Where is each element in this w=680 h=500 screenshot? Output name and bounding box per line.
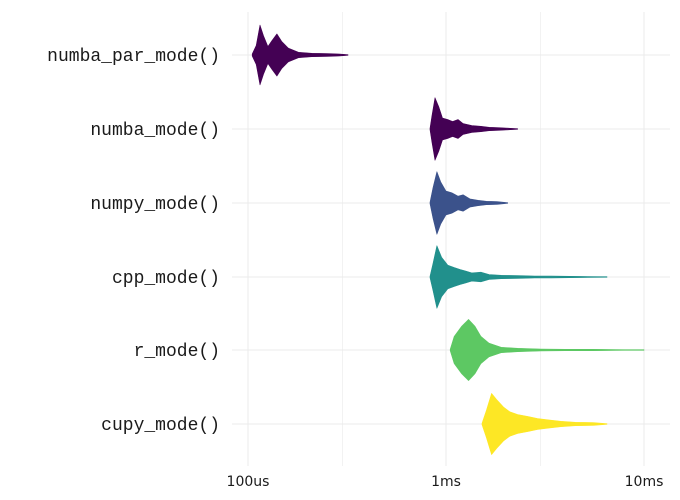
violin-numba-par-mode <box>251 24 349 86</box>
violin-numba-mode <box>429 97 518 161</box>
category-label: numba_mode() <box>90 121 220 141</box>
violin-r-mode <box>449 319 645 381</box>
category-label: numpy_mode() <box>90 195 220 215</box>
category-labels: numba_par_mode() numba_mode() numpy_mode()… <box>47 47 220 436</box>
category-label: numba_par_mode() <box>47 47 220 67</box>
violin-numpy-mode <box>429 171 508 235</box>
grid <box>232 12 670 466</box>
x-tick-label: 1ms <box>431 474 461 490</box>
violin-cupy-mode <box>481 393 608 455</box>
x-axis-ticks: 100us 1ms 10ms <box>227 474 664 490</box>
category-label: r_mode() <box>134 342 220 362</box>
category-label: cpp_mode() <box>112 269 220 289</box>
violin-cpp-mode <box>429 245 608 309</box>
x-tick-label: 10ms <box>625 474 664 490</box>
x-tick-label: 100us <box>227 474 270 490</box>
violins <box>251 24 645 455</box>
category-label: cupy_mode() <box>101 416 220 436</box>
